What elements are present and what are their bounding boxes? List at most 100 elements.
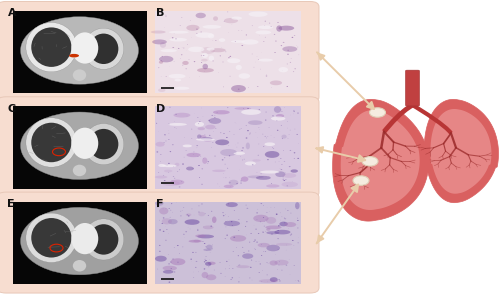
Circle shape [292, 240, 294, 241]
Polygon shape [430, 109, 492, 194]
Ellipse shape [156, 142, 164, 147]
Ellipse shape [276, 171, 285, 177]
Ellipse shape [220, 149, 237, 156]
Circle shape [298, 280, 299, 281]
Circle shape [290, 130, 291, 131]
Circle shape [172, 47, 174, 48]
Ellipse shape [200, 135, 206, 138]
Ellipse shape [159, 56, 174, 62]
Circle shape [281, 125, 282, 126]
Circle shape [202, 184, 203, 185]
Ellipse shape [256, 30, 271, 34]
Text: F: F [156, 199, 164, 209]
Ellipse shape [202, 157, 207, 164]
Ellipse shape [271, 116, 285, 121]
Circle shape [230, 279, 232, 280]
Circle shape [258, 233, 260, 234]
Circle shape [232, 251, 234, 252]
Circle shape [229, 155, 230, 156]
Circle shape [276, 120, 278, 121]
Text: D: D [156, 104, 165, 114]
Circle shape [262, 231, 264, 232]
Circle shape [272, 147, 273, 148]
Circle shape [283, 150, 284, 151]
Ellipse shape [282, 173, 296, 178]
Circle shape [256, 56, 258, 57]
Circle shape [229, 182, 230, 183]
Ellipse shape [158, 88, 166, 92]
Circle shape [274, 34, 276, 35]
Ellipse shape [72, 223, 99, 254]
Ellipse shape [162, 165, 176, 167]
Circle shape [159, 229, 161, 231]
Circle shape [263, 41, 264, 42]
Circle shape [164, 27, 165, 28]
Ellipse shape [89, 129, 118, 159]
Circle shape [294, 158, 295, 159]
Ellipse shape [162, 181, 180, 186]
Circle shape [177, 262, 178, 263]
Circle shape [204, 259, 206, 260]
Circle shape [288, 50, 289, 51]
Circle shape [159, 251, 160, 252]
Circle shape [240, 128, 242, 129]
Ellipse shape [196, 32, 214, 38]
Ellipse shape [265, 151, 280, 158]
Circle shape [166, 229, 168, 230]
Circle shape [204, 134, 206, 135]
Text: B: B [156, 8, 164, 18]
Circle shape [162, 223, 163, 224]
Circle shape [163, 231, 164, 232]
Ellipse shape [241, 176, 248, 182]
Circle shape [296, 134, 298, 135]
Ellipse shape [162, 266, 177, 271]
Ellipse shape [266, 245, 280, 251]
Circle shape [255, 249, 256, 250]
Ellipse shape [155, 176, 168, 178]
Circle shape [232, 225, 233, 226]
Circle shape [246, 125, 247, 126]
Ellipse shape [282, 46, 298, 52]
Ellipse shape [182, 61, 188, 65]
Circle shape [160, 60, 162, 61]
Ellipse shape [252, 159, 261, 162]
Circle shape [231, 221, 232, 222]
Circle shape [170, 151, 171, 152]
Ellipse shape [208, 56, 214, 61]
Ellipse shape [175, 163, 180, 166]
Text: A: A [8, 8, 16, 18]
Circle shape [256, 219, 258, 220]
Circle shape [235, 41, 236, 42]
Ellipse shape [197, 134, 202, 139]
Ellipse shape [160, 42, 166, 48]
Circle shape [268, 127, 270, 128]
Ellipse shape [230, 235, 246, 242]
Circle shape [297, 112, 299, 114]
Circle shape [297, 228, 298, 229]
Circle shape [267, 159, 269, 160]
Ellipse shape [256, 176, 271, 180]
Circle shape [194, 61, 196, 62]
Circle shape [183, 207, 184, 208]
Ellipse shape [174, 87, 190, 90]
Ellipse shape [276, 243, 292, 246]
Ellipse shape [20, 17, 138, 84]
Circle shape [164, 180, 166, 181]
Circle shape [276, 213, 278, 214]
Circle shape [208, 266, 210, 267]
Ellipse shape [201, 59, 208, 62]
Circle shape [198, 123, 199, 124]
Circle shape [183, 48, 184, 49]
Circle shape [238, 230, 239, 231]
Circle shape [188, 59, 190, 60]
Circle shape [277, 130, 278, 131]
Circle shape [168, 263, 170, 264]
Ellipse shape [196, 138, 215, 141]
Circle shape [173, 166, 174, 167]
Ellipse shape [20, 207, 138, 275]
Circle shape [212, 248, 213, 249]
Circle shape [362, 157, 378, 166]
Circle shape [186, 68, 187, 69]
Ellipse shape [219, 38, 226, 42]
Circle shape [294, 111, 295, 112]
